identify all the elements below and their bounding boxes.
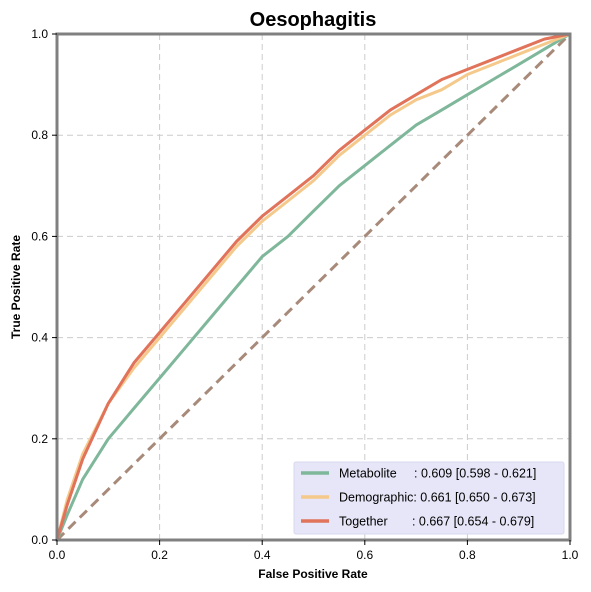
y-tick-label: 1.0: [31, 27, 48, 41]
x-tick-label: 0.0: [49, 548, 66, 562]
plot-frame: [55, 32, 572, 542]
chance-line: [55, 32, 572, 542]
y-tick-label: 0.8: [31, 128, 48, 142]
legend-box: [293, 461, 565, 535]
legend-label: Metabolite : 0.609 [0.598 - 0.621]: [339, 467, 536, 481]
x-tick-label: 0.6: [356, 548, 373, 562]
chart-title: Oesophagitis: [250, 9, 377, 31]
grid: [57, 34, 570, 540]
legend-label: Together : 0.667 [0.654 - 0.679]: [339, 515, 534, 529]
x-ticks: 0.0 0.2 0.4 0.6 0.8 1.0: [49, 540, 579, 562]
legend: Metabolite : 0.609 [0.598 - 0.621] Demogr…: [293, 461, 565, 535]
series-line-metabolite: [55, 32, 571, 541]
series-line-together: [55, 32, 571, 541]
y-tick-label: 0.0: [31, 533, 48, 547]
y-tick-label: 0.2: [31, 432, 48, 446]
reference-diagonal: [55, 32, 572, 542]
x-tick-label: 0.2: [151, 548, 168, 562]
x-tick-label: 0.8: [459, 548, 476, 562]
legend-label: Demographic: 0.661 [0.650 - 0.673]: [339, 491, 536, 505]
x-tick-label: 1.0: [562, 548, 579, 562]
y-axis-label: True Positive Rate: [9, 235, 23, 339]
y-ticks: 0.0 0.2 0.4 0.6 0.8 1.0: [31, 27, 57, 547]
x-axis-label: False Positive Rate: [258, 567, 368, 581]
x-tick-label: 0.4: [254, 548, 271, 562]
y-tick-label: 0.4: [31, 331, 48, 345]
series-lines: [55, 32, 571, 541]
y-tick-label: 0.6: [31, 229, 48, 243]
